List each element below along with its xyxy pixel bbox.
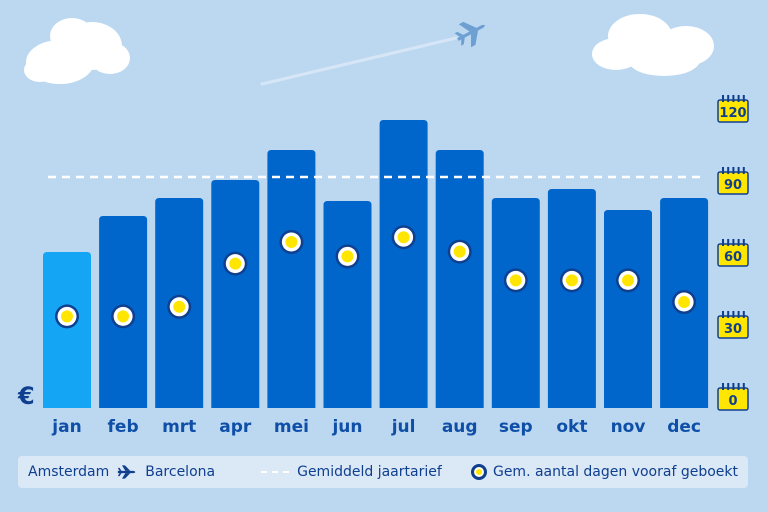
days-marker-sep (503, 268, 528, 293)
month-label-dec: dec (667, 417, 701, 437)
days-marker-dec (672, 290, 697, 314)
days-marker-okt (559, 268, 584, 293)
days-marker-apr (223, 251, 248, 276)
month-label-apr: apr (219, 417, 252, 437)
bar-aug (435, 150, 484, 408)
month-label-mei: mei (274, 417, 309, 437)
right-axis-tick-60: 60 (724, 250, 742, 265)
cloud-right-icon (592, 14, 714, 76)
bar-jun (323, 201, 372, 408)
bar-sep (491, 198, 540, 408)
month-label-sep: sep (499, 417, 533, 437)
month-label-jan: jan (51, 417, 81, 437)
legend-route: Amsterdam Barcelona (28, 464, 215, 480)
days-marker-jul (391, 225, 416, 250)
contrail-icon (260, 36, 458, 86)
calendar-icon-60: 60 (717, 239, 749, 267)
legend-average-label: Gemiddeld jaartarief (297, 464, 442, 480)
month-label-okt: okt (556, 417, 587, 437)
days-marker-aug (447, 239, 472, 264)
airplane-sky-icon (454, 21, 485, 48)
right-axis-group: 120 90 60 30 0 (717, 95, 749, 411)
legend-days-label: Gem. aantal dagen vooraf geboekt (492, 464, 738, 480)
legend: Amsterdam Barcelona Gemiddeld jaartarief (18, 456, 748, 488)
days-marker-jan (55, 304, 79, 329)
month-label-feb: feb (108, 417, 139, 437)
right-axis-tick-120: 120 (719, 106, 746, 121)
legend-days: Gem. aantal dagen vooraf geboekt (470, 464, 738, 480)
marker-dot-icon (470, 464, 487, 480)
days-marker-nov (616, 268, 640, 293)
calendar-icon-120: 120 (717, 95, 749, 123)
days-marker-feb (111, 304, 136, 329)
bar-mei (267, 150, 316, 408)
days-markers-group (55, 225, 697, 329)
cloud-left-icon (24, 18, 130, 84)
right-axis-tick-0: 0 (728, 394, 737, 409)
month-label-jun: jun (331, 417, 362, 437)
month-labels-group: jan feb mrt apr mei jun jul aug sep okt nov dec (51, 417, 701, 437)
bar-nov (604, 210, 652, 408)
calendar-icon-90: 90 (717, 167, 749, 195)
month-label-mrt: mrt (162, 417, 196, 437)
legend-origin: Amsterdam (28, 464, 110, 480)
bars-group (43, 120, 709, 408)
dashed-line-icon (261, 471, 290, 473)
currency-symbol: € (17, 382, 35, 410)
legend-average: Gemiddeld jaartarief (261, 464, 442, 480)
month-label-aug: aug (442, 417, 478, 437)
right-axis-tick-30: 30 (724, 322, 742, 337)
bar-okt (547, 189, 596, 408)
bar-jul (379, 120, 428, 408)
days-marker-jun (335, 244, 360, 269)
right-axis-tick-90: 90 (724, 178, 742, 193)
bar-jan (43, 252, 91, 408)
bar-apr (211, 180, 260, 408)
legend-destination: Barcelona (145, 464, 216, 480)
month-label-jul: jul (391, 417, 416, 437)
airplane-icon (117, 464, 137, 480)
days-marker-mei (279, 230, 304, 254)
calendar-icon-30: 30 (717, 311, 749, 339)
calendar-icon-0: 0 (717, 383, 749, 411)
days-marker-mrt (167, 294, 192, 319)
month-label-nov: nov (611, 417, 646, 437)
